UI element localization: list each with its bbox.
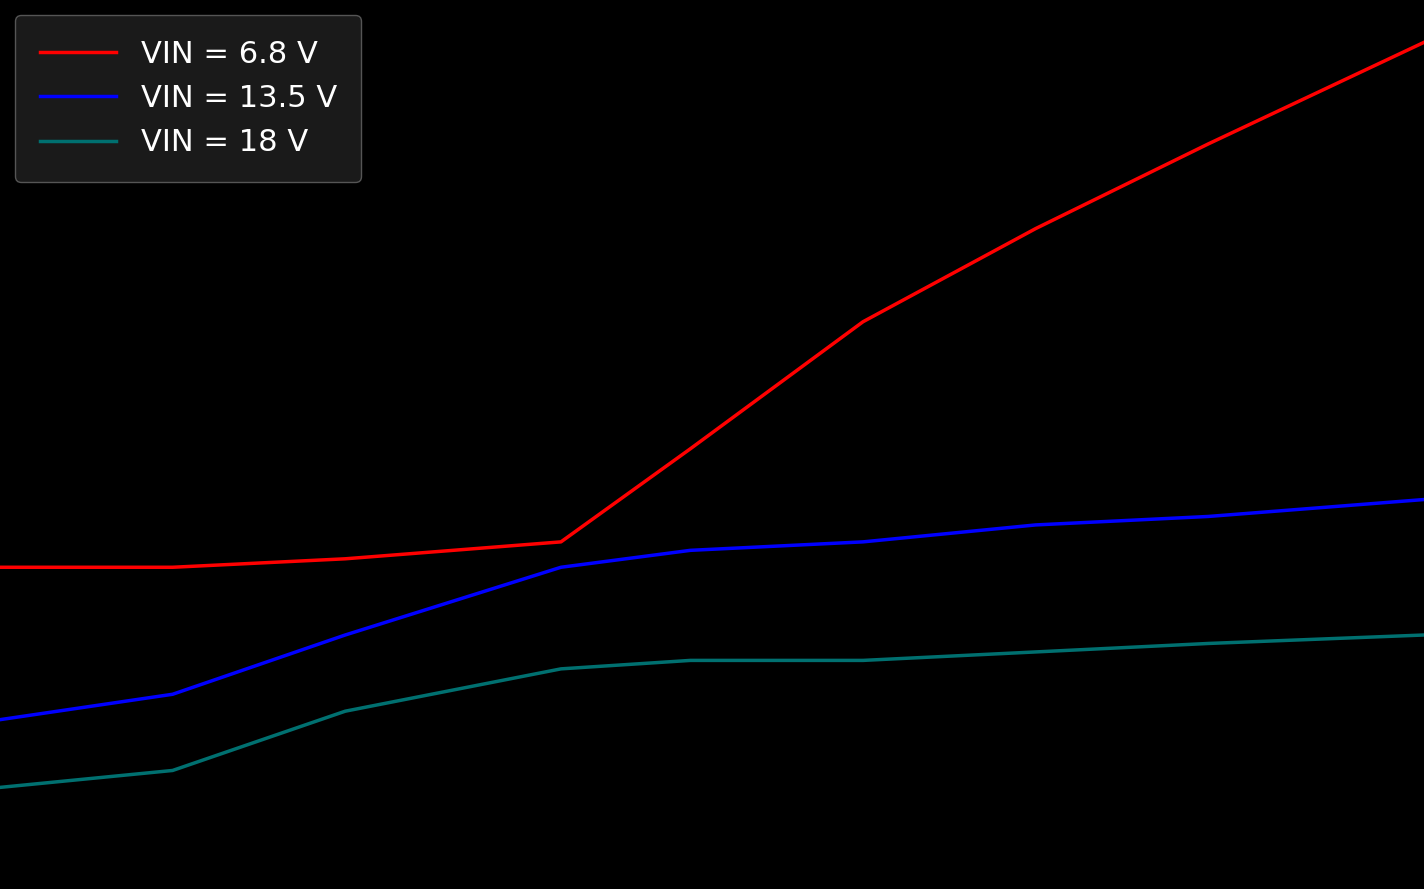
VIN = 6.8 V (682, 444, 699, 454)
VIN = 18 V (682, 655, 699, 666)
VIN = 13.5 V (1027, 519, 1044, 530)
Line: VIN = 18 V: VIN = 18 V (0, 635, 1424, 788)
VIN = 18 V (1199, 638, 1216, 649)
VIN = 6.8 V (336, 554, 353, 565)
VIN = 18 V (336, 706, 353, 717)
VIN = 6.8 V (1027, 223, 1044, 234)
VIN = 6.8 V (854, 316, 871, 327)
VIN = 18 V (854, 655, 871, 666)
VIN = 13.5 V (336, 629, 353, 640)
VIN = 6.8 V (164, 562, 181, 573)
Line: VIN = 13.5 V: VIN = 13.5 V (0, 500, 1424, 720)
VIN = 13.5 V (0, 715, 9, 725)
VIN = 13.5 V (854, 537, 871, 548)
VIN = 18 V (1415, 629, 1424, 640)
VIN = 13.5 V (1199, 511, 1216, 522)
VIN = 13.5 V (1415, 494, 1424, 505)
Legend: VIN = 6.8 V, VIN = 13.5 V, VIN = 18 V: VIN = 6.8 V, VIN = 13.5 V, VIN = 18 V (16, 15, 362, 181)
VIN = 6.8 V (553, 537, 570, 548)
VIN = 18 V (0, 782, 9, 793)
VIN = 18 V (1027, 646, 1044, 657)
VIN = 13.5 V (553, 562, 570, 573)
VIN = 18 V (164, 765, 181, 776)
VIN = 13.5 V (164, 689, 181, 700)
Line: VIN = 6.8 V: VIN = 6.8 V (0, 43, 1424, 567)
VIN = 6.8 V (0, 562, 9, 573)
VIN = 18 V (553, 663, 570, 674)
VIN = 13.5 V (682, 545, 699, 556)
VIN = 6.8 V (1199, 139, 1216, 149)
VIN = 6.8 V (1415, 37, 1424, 48)
